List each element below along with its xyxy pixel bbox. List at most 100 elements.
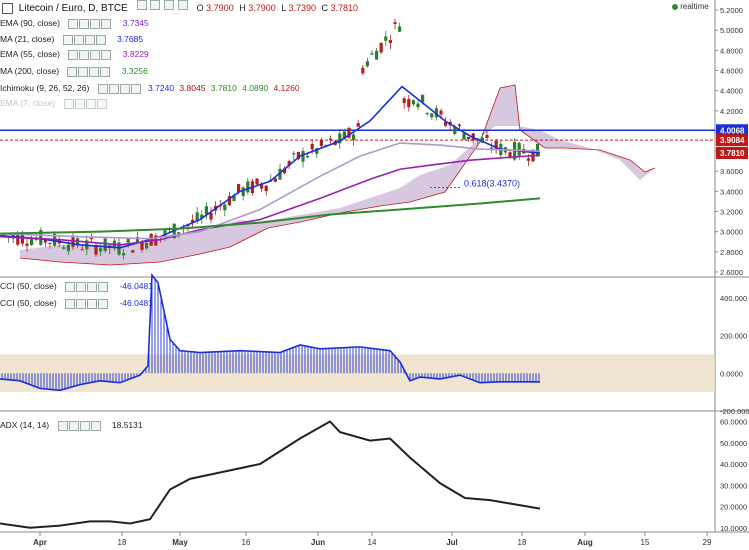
legend-value: 3.7685 (117, 34, 144, 44)
candle-body (209, 212, 213, 220)
legend-cci-2[interactable]: CCI (50, close) -46.0481 (0, 296, 153, 310)
candle-body (89, 237, 93, 240)
y-tick-label: 3.2000 (720, 208, 743, 217)
legend-name: MA (21, close) (0, 34, 55, 44)
legend-ema7[interactable]: EMA (7, close) (0, 96, 108, 110)
candle-body (135, 236, 139, 243)
candle-body (191, 219, 195, 223)
legend-buttons[interactable] (65, 296, 109, 310)
candle-body (361, 67, 365, 74)
ohlc-high-label: H (239, 3, 246, 13)
x-tick-label: 14 (368, 538, 377, 547)
adx-line (0, 420, 541, 529)
settings-icon[interactable] (150, 0, 161, 11)
candle-body (140, 241, 144, 250)
candle-body (48, 242, 52, 244)
fib-label: 0.618(3.4370) (464, 179, 520, 189)
candle-body (25, 243, 29, 246)
candle-body (444, 121, 448, 126)
legend-buttons[interactable] (63, 96, 108, 110)
candle-body (264, 185, 268, 192)
realtime-dot-icon (672, 3, 678, 10)
series-line-ema-55-close- (0, 154, 541, 246)
candle-body (467, 136, 471, 140)
legend-ma200[interactable]: MA (200, close) 3.3256 (0, 64, 148, 78)
y-tick-label: 5.2000 (720, 6, 743, 15)
legend-value: -46.0481 (119, 281, 153, 291)
legend-buttons[interactable] (97, 81, 142, 95)
candle-body (227, 195, 231, 206)
price-tag-label-1: 3.9084 (720, 136, 745, 145)
candle-body (62, 247, 66, 249)
candle-body (411, 100, 415, 105)
candle-body (319, 139, 323, 147)
candle-body (255, 178, 259, 185)
candle-body (388, 40, 392, 44)
cci-y-tick-label: 400.000 (720, 294, 747, 303)
legend-buttons[interactable] (65, 279, 109, 293)
adx-y-tick-label: 20.0000 (720, 503, 747, 512)
legend-name: ADX (14, 14) (0, 420, 50, 430)
eye-icon[interactable] (136, 0, 147, 11)
x-tick-label: Jun (311, 538, 325, 547)
candle-body (122, 253, 126, 256)
candle-body (260, 184, 264, 189)
ohlc-open-label: O (196, 3, 204, 13)
symbol-title: Litecoin / Euro, D, BTCE (18, 3, 128, 14)
candle-body (347, 127, 351, 138)
legend-ichimoku[interactable]: Ichimoku (9, 26, 52, 26) 3.7240 3.8045 3… (0, 81, 300, 95)
legend-cci-1[interactable]: CCI (50, close) -46.0481 (0, 279, 153, 293)
legend-ma21[interactable]: MA (21, close) 3.7685 (0, 32, 143, 46)
candle-body (430, 113, 434, 118)
candle-body (526, 158, 530, 161)
legend-name: EMA (90, close) (0, 18, 60, 28)
candle-body (398, 26, 402, 32)
price-tag-label-2: 3.7810 (720, 149, 745, 158)
candle-body (99, 248, 103, 252)
legend-buttons[interactable] (68, 47, 112, 61)
legend-buttons[interactable] (62, 32, 107, 46)
price-tag-label-0: 4.0068 (720, 126, 745, 135)
candle-body (434, 108, 438, 118)
candle-body (352, 134, 356, 141)
candle-body (66, 244, 70, 252)
candle-body (490, 147, 494, 150)
candle-body (329, 138, 333, 141)
x-tick-label: Aug (577, 538, 593, 547)
chart-header: Litecoin / Euro, D, BTCE O 3.7900 H 3.79… (0, 0, 358, 16)
candle-body (453, 126, 457, 134)
y-tick-label: 4.2000 (720, 107, 743, 116)
close-icon[interactable] (177, 0, 188, 11)
legend-ema55[interactable]: EMA (55, close) 3.8229 (0, 47, 149, 61)
legend-buttons[interactable] (68, 16, 112, 30)
ichimoku-cloud (20, 85, 655, 265)
candle-body (39, 230, 43, 245)
candle-body (462, 133, 466, 140)
legend-name: CCI (50, close) (0, 298, 57, 308)
candle-body (342, 131, 346, 139)
candle-body (402, 98, 406, 104)
legend-buttons[interactable] (67, 64, 111, 78)
y-tick-label: 4.8000 (720, 46, 743, 55)
menu-icon[interactable] (2, 2, 13, 14)
realtime-indicator: realtime (672, 2, 709, 12)
adx-y-tick-label: 50.0000 (720, 439, 747, 448)
candle-body (200, 214, 204, 219)
x-tick-label: 16 (242, 538, 251, 547)
add-icon[interactable] (164, 0, 175, 11)
ichimoku-value-1: 3.7240 (148, 83, 175, 93)
candle-body (20, 234, 24, 244)
series-line-ma-21-close- (0, 85, 541, 249)
cci-y-tick-label: -200.000 (720, 407, 749, 416)
candle-body (273, 178, 277, 182)
legend-adx[interactable]: ADX (14, 14) 18.5131 (0, 418, 143, 432)
ohlc-open-value: 3.7900 (206, 3, 234, 13)
legend-buttons[interactable] (57, 418, 102, 432)
price-tag-box-2 (716, 147, 748, 160)
adx-y-tick-label: 40.0000 (720, 460, 747, 469)
adx-y-tick-label: 30.0000 (720, 481, 747, 490)
cci-y-tick-label: 0.0000 (720, 369, 743, 378)
x-tick-label: 15 (641, 538, 650, 547)
legend-ema90[interactable]: EMA (90, close) 3.7345 (0, 16, 149, 30)
ohlc-close-label: C (321, 3, 329, 13)
